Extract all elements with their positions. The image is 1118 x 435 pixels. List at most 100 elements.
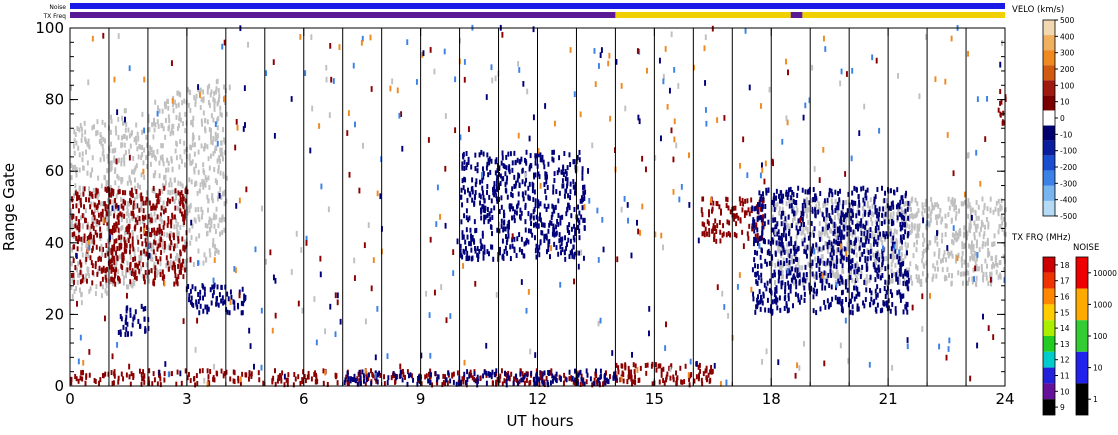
data-point-velocity_positive <box>882 206 885 212</box>
data-point-ground_scatter <box>216 158 219 164</box>
data-point-ground_scatter <box>211 193 214 199</box>
data-point-ground_scatter <box>212 117 215 123</box>
data-point-ground_scatter <box>169 190 172 196</box>
data-point-ground_scatter <box>88 273 91 279</box>
data-point-sparse <box>759 172 762 179</box>
data-point-velocity_positive <box>784 294 787 300</box>
data-point-velocity_negative <box>1001 120 1004 126</box>
data-point-velocity_negative <box>701 231 704 237</box>
data-point-ground_scatter <box>781 269 784 275</box>
data-point-ground_scatter <box>100 293 103 299</box>
data-point-velocity_negative <box>85 374 88 380</box>
data-point-velocity_positive <box>759 294 762 300</box>
data-point-velocity_negative <box>113 259 116 265</box>
data-point-velocity_negative <box>528 380 531 386</box>
data-point-velocity_positive <box>756 227 759 233</box>
data-point-velocity_positive <box>347 376 350 382</box>
data-point-velocity_positive <box>538 174 541 180</box>
data-point-ground_scatter <box>98 230 101 236</box>
data-point-velocity_positive <box>489 216 492 222</box>
data-point-ground_scatter <box>878 252 881 258</box>
data-point-velocity_positive <box>814 212 817 218</box>
data-point-velocity_positive <box>874 239 877 245</box>
data-point-velocity_negative <box>746 231 749 237</box>
data-point-velocity_positive <box>860 218 863 224</box>
data-point-ground_scatter <box>87 253 90 259</box>
data-point-velocity_positive <box>485 380 488 386</box>
data-point-velocity_positive <box>515 180 518 186</box>
data-point-velocity_negative <box>100 256 102 262</box>
data-point-ground_scatter <box>101 151 104 157</box>
data-point-sparse <box>197 260 199 266</box>
data-point-velocity_positive <box>792 199 795 205</box>
data-point-ground_scatter <box>158 108 161 114</box>
data-point-ground_scatter <box>123 133 126 139</box>
data-point-velocity_positive <box>802 211 805 217</box>
data-point-velocity_positive <box>785 189 788 195</box>
data-point-velocity_positive <box>418 378 421 384</box>
data-point-ground_scatter <box>202 184 205 190</box>
data-point-sparse <box>142 168 145 175</box>
data-point-velocity_negative <box>99 226 102 232</box>
data-point-velocity_positive <box>119 329 122 335</box>
data-point-ground_scatter <box>806 207 809 213</box>
data-point-ground_scatter <box>204 118 207 124</box>
data-point-velocity_negative <box>198 368 201 374</box>
data-point-velocity_negative <box>183 220 186 226</box>
data-point-velocity_negative <box>173 214 176 220</box>
data-point-velocity_positive <box>561 178 564 184</box>
data-point-ground_scatter <box>841 209 844 215</box>
data-point-velocity_negative <box>276 378 279 384</box>
status-bar-segment <box>790 12 803 18</box>
data-point-ground_scatter <box>202 162 205 168</box>
data-point-velocity_negative <box>136 219 139 225</box>
data-point-ground_scatter <box>883 236 886 242</box>
data-point-velocity_negative <box>140 234 143 240</box>
data-point-sparse <box>952 170 955 177</box>
data-point-velocity_positive <box>455 381 458 387</box>
data-point-ground_scatter <box>126 208 129 214</box>
data-point-ground_scatter <box>135 140 138 146</box>
data-point-velocity_positive <box>578 235 581 241</box>
data-point-ground_scatter <box>88 288 91 294</box>
data-point-ground_scatter <box>161 154 164 160</box>
data-point-ground_scatter <box>210 113 213 119</box>
data-point-velocity_negative <box>93 378 96 384</box>
data-point-velocity_negative <box>121 252 124 258</box>
data-point-ground_scatter <box>161 183 164 189</box>
data-point-velocity_negative <box>201 368 204 374</box>
data-point-ground_scatter <box>172 123 175 130</box>
data-point-velocity_positive <box>505 165 508 171</box>
data-point-ground_scatter <box>829 227 831 233</box>
data-point-velocity_negative <box>715 238 718 244</box>
data-point-velocity_positive <box>492 256 495 262</box>
data-point-sparse <box>641 155 644 162</box>
data-point-velocity_negative <box>239 381 242 387</box>
data-point-velocity_negative <box>712 226 715 232</box>
data-point-ground_scatter <box>173 224 176 230</box>
data-point-sparse <box>599 317 602 324</box>
data-point-velocity_positive <box>520 236 523 242</box>
data-point-velocity_positive <box>550 220 553 226</box>
data-point-velocity_positive <box>492 186 494 192</box>
data-point-sparse <box>124 116 126 123</box>
data-point-ground_scatter <box>148 127 151 133</box>
data-point-ground_scatter <box>123 108 126 114</box>
data-point-velocity_positive <box>505 234 507 240</box>
data-point-velocity_positive <box>566 165 569 171</box>
data-point-velocity_positive <box>467 156 470 162</box>
data-point-ground_scatter <box>787 249 790 255</box>
data-point-ground_scatter <box>859 252 862 258</box>
data-point-ground_scatter <box>198 88 201 94</box>
data-point-velocity_positive <box>488 156 491 162</box>
data-point-velocity_positive <box>823 216 825 222</box>
data-point-sparse <box>936 230 938 236</box>
data-point-velocity_negative <box>114 198 117 204</box>
data-point-ground_scatter <box>190 179 193 185</box>
data-point-ground_scatter <box>114 125 117 131</box>
data-point-ground_scatter <box>173 99 176 105</box>
data-point-velocity_positive <box>556 170 559 176</box>
data-point-ground_scatter <box>71 278 74 284</box>
data-point-velocity_negative <box>713 237 716 243</box>
data-point-velocity_negative <box>101 276 104 282</box>
